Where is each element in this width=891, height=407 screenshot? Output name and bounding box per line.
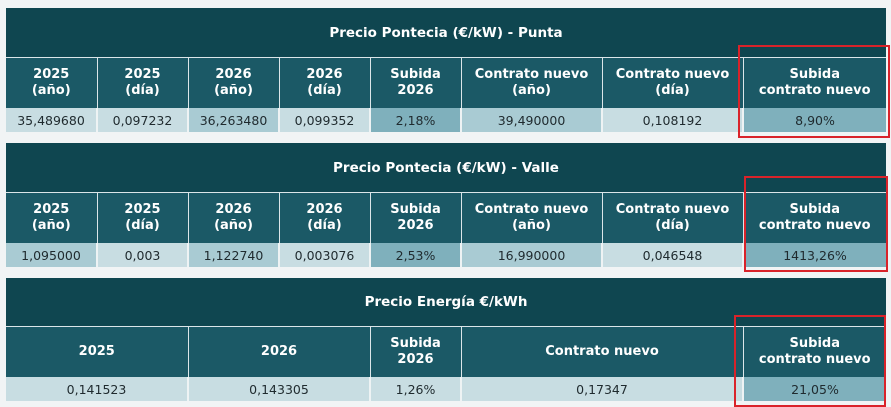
punta-value-subida-contrato: 8,90% <box>743 108 886 132</box>
valle-header-2026-anio: 2026 (año) <box>188 193 280 243</box>
punta-header-2026-dia: 2026 (día) <box>279 58 371 108</box>
punta-header-row: 2025 (año) 2025 (día) 2026 (año) 2026 (d… <box>6 58 886 108</box>
valle-header-2025-anio: 2025 (año) <box>6 193 98 243</box>
valle-header-row: 2025 (año) 2025 (día) 2026 (año) 2026 (d… <box>6 193 886 243</box>
valle-value-2026-anio: 1,122740 <box>188 243 280 267</box>
valle-header-2026-dia: 2026 (día) <box>279 193 371 243</box>
valle-value-subida-contrato: 1413,26% <box>743 243 886 267</box>
energia-value-2025: 0,141523 <box>6 377 189 401</box>
energia-value-row: 0,141523 0,143305 1,26% 0,17347 21,05% <box>6 377 886 401</box>
energia-table: 2025 2026 Subida 2026 Contrato nuevo Sub… <box>6 327 886 401</box>
valle-value-row: 1,095000 0,003 1,122740 0,003076 2,53% 1… <box>6 243 886 267</box>
energia-header-row: 2025 2026 Subida 2026 Contrato nuevo Sub… <box>6 327 886 377</box>
punta-header-2025-anio: 2025 (año) <box>6 58 98 108</box>
valle-header-subida-2026: Subida 2026 <box>370 193 462 243</box>
valle-header-2025-dia: 2025 (día) <box>97 193 189 243</box>
valle-header-subida-contrato: Subida contrato nuevo <box>743 193 886 243</box>
punta-header-2026-anio: 2026 (año) <box>188 58 280 108</box>
punta-value-2026-dia: 0,099352 <box>279 108 371 132</box>
energia-header-subida-2026: Subida 2026 <box>370 327 462 377</box>
punta-value-row: 35,489680 0,097232 36,263480 0,099352 2,… <box>6 108 886 132</box>
punta-header-subida-2026: Subida 2026 <box>370 58 462 108</box>
valle-value-contrato-dia: 0,046548 <box>602 243 744 267</box>
valle-value-contrato-anio: 16,990000 <box>461 243 603 267</box>
valle-value-subida-2026: 2,53% <box>370 243 462 267</box>
punta-value-2025-anio: 35,489680 <box>6 108 98 132</box>
valle-header-contrato-anio: Contrato nuevo (año) <box>461 193 603 243</box>
punta-section: Precio Pontecia (€/kW) - Punta 2025 (año… <box>6 8 886 132</box>
energia-value-contrato: 0,17347 <box>461 377 744 401</box>
energia-value-subida-2026: 1,26% <box>370 377 462 401</box>
valle-value-2026-dia: 0,003076 <box>279 243 371 267</box>
punta-value-2025-dia: 0,097232 <box>97 108 189 132</box>
valle-value-2025-anio: 1,095000 <box>6 243 98 267</box>
energia-title: Precio Energía €/kWh <box>6 278 886 327</box>
punta-value-contrato-anio: 39,490000 <box>461 108 603 132</box>
punta-value-subida-2026: 2,18% <box>370 108 462 132</box>
valle-section: Precio Pontecia (€/kW) - Valle 2025 (año… <box>6 143 886 267</box>
energia-value-subida-contrato: 21,05% <box>743 377 886 401</box>
energia-header-2025: 2025 <box>6 327 189 377</box>
valle-value-2025-dia: 0,003 <box>97 243 189 267</box>
energia-header-subida-contrato: Subida contrato nuevo <box>743 327 886 377</box>
punta-table: 2025 (año) 2025 (día) 2026 (año) 2026 (d… <box>6 58 886 132</box>
energia-section: Precio Energía €/kWh 2025 2026 Subida 20… <box>6 278 886 401</box>
valle-header-contrato-dia: Contrato nuevo (día) <box>602 193 744 243</box>
punta-title: Precio Pontecia (€/kW) - Punta <box>6 8 886 58</box>
punta-value-2026-anio: 36,263480 <box>188 108 280 132</box>
punta-value-contrato-dia: 0,108192 <box>602 108 744 132</box>
valle-title: Precio Pontecia (€/kW) - Valle <box>6 143 886 193</box>
punta-header-contrato-dia: Contrato nuevo (día) <box>602 58 744 108</box>
punta-header-contrato-anio: Contrato nuevo (año) <box>461 58 603 108</box>
energia-header-2026: 2026 <box>188 327 371 377</box>
energia-header-contrato: Contrato nuevo <box>461 327 744 377</box>
punta-header-subida-contrato: Subida contrato nuevo <box>743 58 886 108</box>
energia-value-2026: 0,143305 <box>188 377 371 401</box>
punta-header-2025-dia: 2025 (día) <box>97 58 189 108</box>
valle-table: 2025 (año) 2025 (día) 2026 (año) 2026 (d… <box>6 193 886 267</box>
